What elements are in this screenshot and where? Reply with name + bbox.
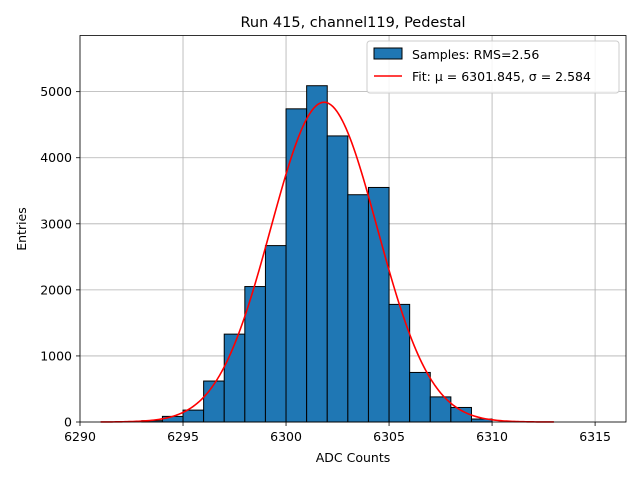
histogram-bar xyxy=(409,371,431,423)
histogram-bar xyxy=(203,380,225,423)
histogram-bar xyxy=(326,135,349,423)
y-tick-label: 0 xyxy=(64,415,72,430)
legend-label-fit: Fit: μ = 6301.845, σ = 2.584 xyxy=(412,69,591,84)
y-tick-label: 4000 xyxy=(40,150,72,165)
histogram-bar xyxy=(285,108,308,423)
histogram-bar xyxy=(161,415,184,423)
histogram-bar xyxy=(306,85,328,423)
y-tick-label: 2000 xyxy=(40,282,72,297)
y-axis-label: Entries xyxy=(14,207,29,251)
gaussian-fit-line xyxy=(100,101,554,423)
y-axis-ticks: 0 1000 2000 3000 4000 5000 xyxy=(40,84,80,430)
x-tick-label: 6295 xyxy=(167,429,199,444)
x-axis-label: ADC Counts xyxy=(316,450,391,465)
x-tick-label: 6310 xyxy=(476,429,508,444)
fit-curve-group xyxy=(100,101,554,423)
legend-label-samples: Samples: RMS=2.56 xyxy=(412,47,539,62)
y-tick-label: 5000 xyxy=(40,84,72,99)
histogram-bar xyxy=(182,409,205,423)
histogram-bar xyxy=(388,303,411,423)
legend-box xyxy=(366,40,620,94)
x-tick-label: 6315 xyxy=(579,429,611,444)
histogram-bar xyxy=(347,194,369,423)
histogram-bar xyxy=(264,245,287,423)
x-tick-label: 6305 xyxy=(373,429,405,444)
legend: Samples: RMS=2.56 Fit: μ = 6301.845, σ =… xyxy=(366,40,620,94)
y-tick-label: 1000 xyxy=(40,348,72,363)
histogram-bar xyxy=(367,186,390,423)
plot-frame xyxy=(79,35,627,423)
legend-swatch-samples xyxy=(373,47,403,60)
x-tick-label: 6300 xyxy=(270,429,302,444)
x-tick-label: 6290 xyxy=(64,429,96,444)
histogram-bar xyxy=(223,333,246,423)
chart-title: Run 415, channel119, Pedestal xyxy=(240,15,465,31)
y-tick-label: 3000 xyxy=(40,216,72,231)
x-axis-ticks: 6290 6295 6300 6305 6310 6315 xyxy=(64,422,611,444)
